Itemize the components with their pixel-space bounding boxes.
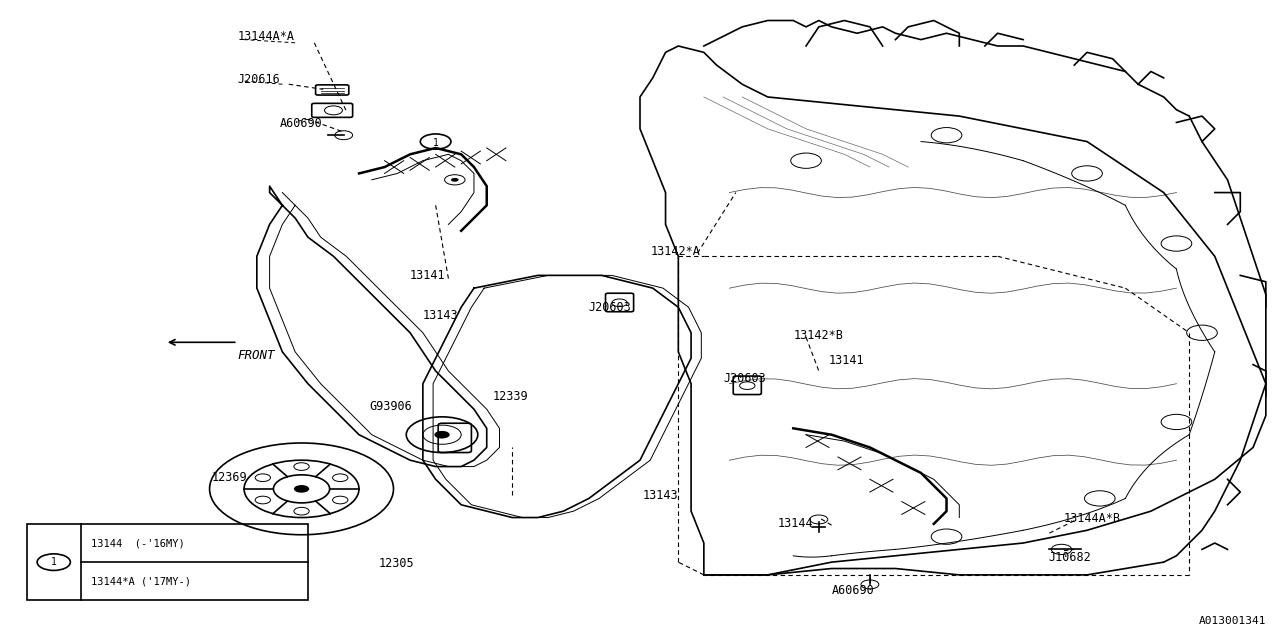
Text: 13142*A: 13142*A [650, 245, 700, 259]
Text: G93906: G93906 [369, 399, 412, 413]
Text: 13144: 13144 [778, 517, 814, 531]
Text: 13144  (-'16MY): 13144 (-'16MY) [91, 538, 184, 548]
Text: 13143: 13143 [422, 309, 458, 322]
Text: 12339: 12339 [493, 390, 529, 403]
Circle shape [434, 431, 449, 438]
Text: J20603: J20603 [723, 372, 765, 385]
Text: J20616: J20616 [238, 72, 280, 86]
Text: 13142*B: 13142*B [794, 330, 844, 342]
Text: A013001341: A013001341 [1198, 616, 1266, 626]
Text: 12369: 12369 [212, 471, 248, 484]
Text: 13144A*B: 13144A*B [1064, 512, 1121, 525]
Text: A60690: A60690 [832, 584, 874, 597]
Circle shape [294, 485, 310, 493]
Circle shape [451, 178, 458, 182]
Text: 13143: 13143 [643, 489, 678, 502]
Text: J20603: J20603 [589, 301, 631, 314]
Text: 1: 1 [51, 557, 56, 567]
Text: 13141: 13141 [410, 269, 445, 282]
Text: 13144A*A: 13144A*A [238, 30, 294, 43]
Text: 12305: 12305 [378, 557, 413, 570]
Text: 13141: 13141 [829, 354, 865, 367]
Text: A60690: A60690 [280, 117, 323, 130]
Text: 1: 1 [433, 138, 439, 148]
Text: 13144*A ('17MY-): 13144*A ('17MY-) [91, 576, 191, 586]
Text: J10682: J10682 [1048, 550, 1092, 564]
Text: FRONT: FRONT [238, 349, 275, 362]
